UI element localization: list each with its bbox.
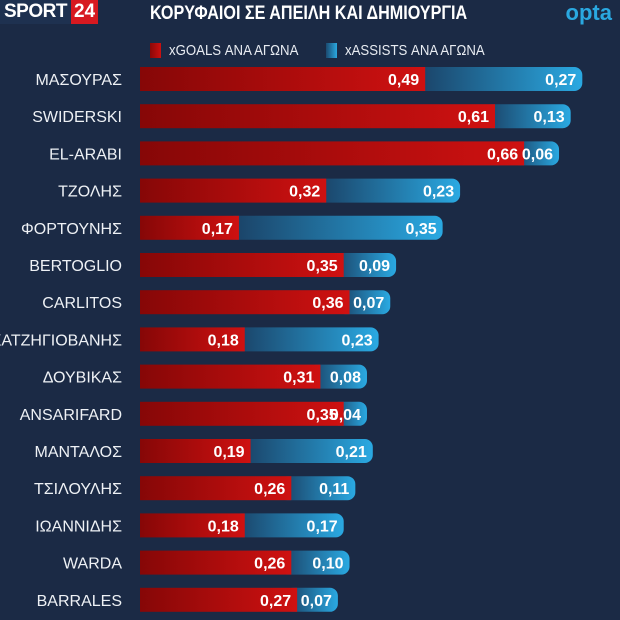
value-label-xgoals: 0,19 <box>213 444 244 461</box>
bar-xassists <box>279 550 350 575</box>
bar-xgoals <box>140 104 496 129</box>
bar-xassists <box>232 327 379 352</box>
value-label-xassists: 0,21 <box>336 444 367 461</box>
value-label-xgoals: 0,36 <box>312 295 343 312</box>
chart-title: ΚΟΡΥΦΑΙΟΙ ΣΕ ΑΠΕΙΛΗ ΚΑΙ ΔΗΜΙΟΥΡΓΙΑ <box>150 3 468 24</box>
category-label: ΜΑΣΟΥΡΑΣ <box>35 72 122 89</box>
value-label-xassists: 0,08 <box>330 370 361 387</box>
value-label-xassists: 0,23 <box>341 332 372 349</box>
bar-xgoals <box>140 67 426 91</box>
value-label-xassists: 0,35 <box>405 221 436 238</box>
value-label-xgoals: 0,35 <box>307 407 338 424</box>
bar-xgoals <box>140 178 327 203</box>
category-label: CARLITOS <box>42 295 122 312</box>
value-label-xgoals: 0,27 <box>260 593 291 610</box>
bar-xgoals <box>140 215 239 240</box>
legend-swatch-xassists <box>326 43 338 58</box>
legend: xGOALS ΑΝΑ ΑΓΩΝΑ xASSISTS ΑΝΑ ΑΓΩΝΑ <box>150 42 504 59</box>
value-label-xassists: 0,07 <box>353 295 384 312</box>
bar-xgoals <box>140 141 525 166</box>
value-label-xgoals: 0,18 <box>208 332 239 349</box>
opta-logo: opta <box>565 0 612 25</box>
category-label: ΤΖΟΛΗΣ <box>58 184 122 201</box>
category-label: EL-ARABI <box>49 146 122 163</box>
category-label: SWIDERSKI <box>32 109 122 126</box>
bar-xgoals <box>140 587 298 612</box>
value-label-xgoals: 0,31 <box>283 370 314 387</box>
bar-xassists <box>331 253 397 277</box>
value-label-xassists: 0,09 <box>359 258 390 275</box>
bar-xgoals <box>140 327 245 352</box>
value-label-xgoals: 0,61 <box>458 109 489 126</box>
bar-xgoals <box>140 439 251 463</box>
value-label-xassists: 0,11 <box>319 481 349 498</box>
bar-xgoals <box>140 253 344 277</box>
value-label-xgoals: 0,35 <box>307 258 338 275</box>
value-label-xassists: 0,27 <box>545 72 576 89</box>
legend-label-xassists: xASSISTS ΑΝΑ ΑΓΩΝΑ <box>345 42 485 59</box>
value-label-xassists: 0,17 <box>307 518 338 535</box>
category-label: ΧΑΤΖΗΓΙΟΒΑΝΗΣ <box>0 332 122 349</box>
value-label-xgoals: 0,18 <box>208 518 239 535</box>
category-label: ΜΑΝΤΑΛΟΣ <box>35 444 123 461</box>
bar-xassists <box>337 290 391 315</box>
category-label: ΦΟΡΤΟΥΝΗΣ <box>21 221 122 238</box>
category-label: ΤΣΙΛΟΥΛΗΣ <box>34 481 122 498</box>
bar-xassists <box>483 104 571 129</box>
bar-xassists <box>226 215 443 240</box>
bar-xassists <box>285 587 338 612</box>
bar-xassists <box>413 67 583 91</box>
brand-number: 24 <box>70 0 99 24</box>
value-label-xgoals: 0,26 <box>254 556 285 573</box>
value-label-xgoals: 0,32 <box>289 184 320 201</box>
bar-xassists <box>232 513 344 538</box>
bar-xgoals <box>140 290 350 315</box>
bar-xassists <box>308 364 367 389</box>
sport24-logo: SPORT 24 <box>0 0 99 24</box>
category-label: BARRALES <box>37 593 122 610</box>
value-label-xgoals: 0,66 <box>487 146 518 163</box>
value-label-xassists: 0,13 <box>534 109 565 126</box>
bar-xgoals <box>140 364 321 389</box>
category-label: ANSARIFARD <box>20 407 122 424</box>
bar-xassists <box>314 178 461 203</box>
value-label-xassists: 0,04 <box>330 407 361 424</box>
category-label: ΙΩΑΝΝΙΔΗΣ <box>35 518 122 535</box>
bar-xgoals <box>140 550 292 575</box>
value-label-xassists: 0,10 <box>312 556 343 573</box>
bar-xgoals <box>140 401 344 426</box>
category-label: WARDA <box>63 556 122 573</box>
value-label-xgoals: 0,26 <box>254 481 285 498</box>
bar-xassists <box>279 476 356 501</box>
value-label-xgoals: 0,49 <box>388 72 419 89</box>
bar-xgoals <box>140 476 292 501</box>
category-label: ΔΟΥΒΙΚΑΣ <box>43 370 122 387</box>
category-label: BERTOGLIO <box>29 258 122 275</box>
value-label-xassists: 0,07 <box>301 593 332 610</box>
value-label-xgoals: 0,17 <box>202 221 233 238</box>
brand-text: SPORT <box>4 1 67 22</box>
value-label-xassists: 0,23 <box>423 184 454 201</box>
value-label-xassists: 0,06 <box>522 146 553 163</box>
legend-swatch-xgoals <box>150 43 161 58</box>
legend-label-xgoals: xGOALS ΑΝΑ ΑΓΩΝΑ <box>169 42 299 59</box>
bar-xgoals <box>140 513 245 538</box>
bar-xassists <box>238 439 373 463</box>
